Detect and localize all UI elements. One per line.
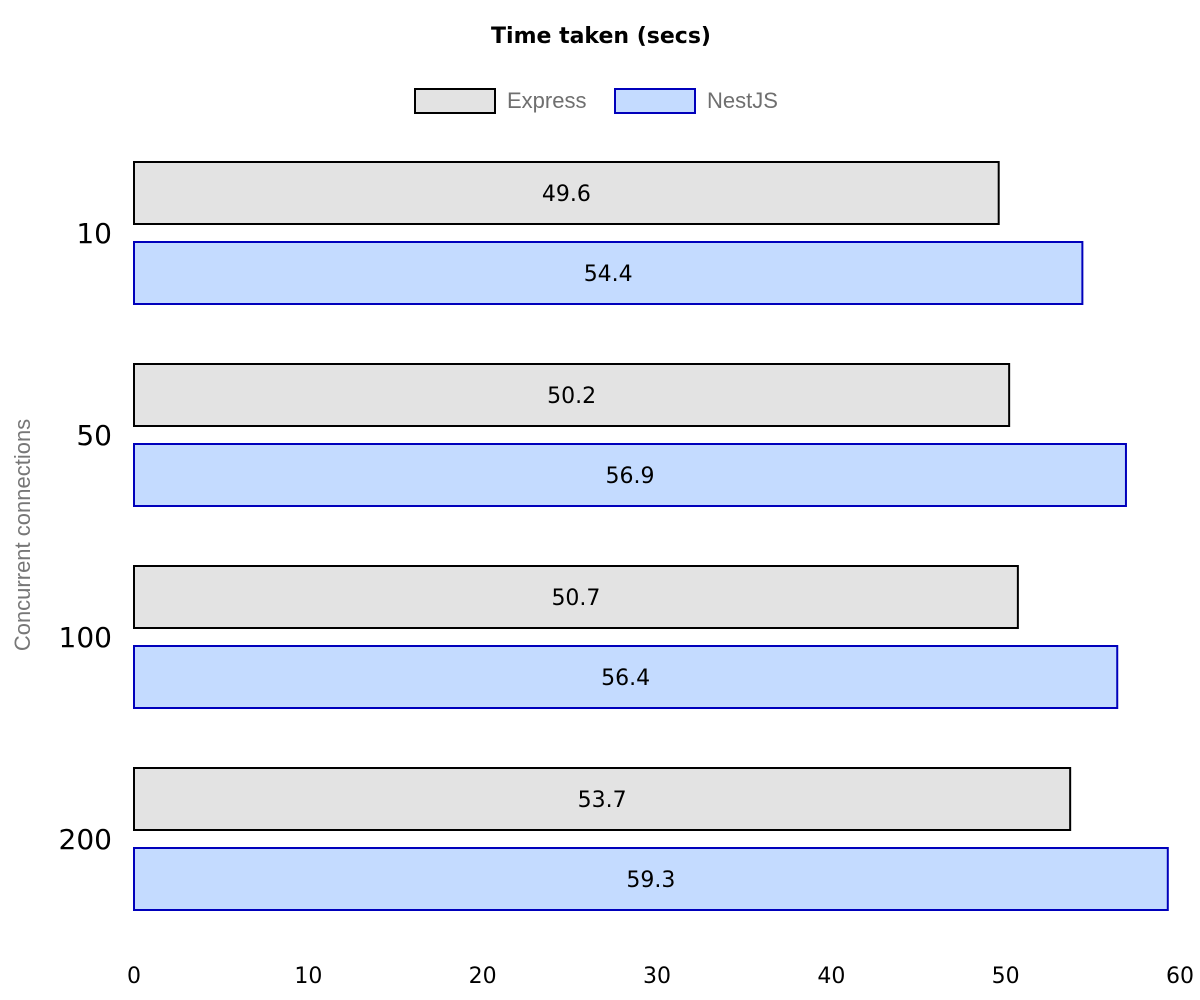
y-tick-label-200: 200 bbox=[59, 823, 112, 856]
x-tick-label-50: 50 bbox=[992, 964, 1020, 989]
bar-nestjs-100 bbox=[133, 645, 1119, 709]
bar-label-nestjs-50: 56.9 bbox=[605, 464, 654, 489]
y-axis-ticks: 10 50 100 200 bbox=[59, 217, 112, 856]
bar-label-nestjs-200: 59.3 bbox=[626, 868, 675, 893]
bar-label-express-10: 49.6 bbox=[542, 182, 591, 207]
bar-label-nestjs-10: 54.4 bbox=[584, 262, 633, 287]
legend-swatch-express bbox=[414, 88, 496, 114]
legend-swatch-nestjs bbox=[614, 88, 696, 114]
bar-label-express-50: 50.2 bbox=[547, 384, 596, 409]
x-tick-label-20: 20 bbox=[469, 964, 497, 989]
bar-group-50: 50.2 56.9 bbox=[133, 363, 1127, 507]
legend-label-nestjs: NestJS bbox=[707, 88, 778, 113]
legend: Express NestJS bbox=[414, 88, 778, 114]
bar-express-50 bbox=[133, 363, 1011, 427]
y-axis-label: Concurrent connections bbox=[10, 419, 35, 651]
x-tick-label-10: 10 bbox=[294, 964, 322, 989]
x-tick-label-60: 60 bbox=[1166, 964, 1194, 989]
x-tick-label-30: 30 bbox=[643, 964, 671, 989]
bar-group-200: 53.7 59.3 bbox=[133, 767, 1169, 911]
bar-nestjs-50 bbox=[133, 443, 1127, 507]
bar-nestjs-10 bbox=[133, 241, 1084, 305]
x-tick-label-0: 0 bbox=[127, 964, 141, 989]
chart-title: Time taken (secs) bbox=[491, 24, 711, 49]
bar-group-10: 49.6 54.4 bbox=[133, 161, 1084, 305]
x-axis-ticks: 0 10 20 30 40 50 60 bbox=[127, 964, 1194, 989]
y-tick-label-50: 50 bbox=[76, 419, 112, 452]
bar-express-200 bbox=[133, 767, 1072, 831]
bar-label-express-100: 50.7 bbox=[551, 586, 600, 611]
y-tick-label-10: 10 bbox=[76, 217, 112, 250]
x-tick-label-40: 40 bbox=[817, 964, 845, 989]
bar-nestjs-200 bbox=[133, 847, 1169, 911]
bar-group-100: 50.7 56.4 bbox=[133, 565, 1119, 709]
bar-express-10 bbox=[133, 161, 1000, 225]
y-tick-label-100: 100 bbox=[59, 621, 112, 654]
legend-item-express: Express bbox=[414, 88, 586, 114]
bar-label-express-200: 53.7 bbox=[578, 788, 627, 813]
legend-label-express: Express bbox=[507, 88, 586, 113]
bars: 49.6 54.4 50.2 56.9 50.7 56.4 53.7 59.3 bbox=[133, 161, 1169, 911]
bar-express-100 bbox=[133, 565, 1019, 629]
legend-item-nestjs: NestJS bbox=[614, 88, 778, 114]
bar-label-nestjs-100: 56.4 bbox=[601, 666, 650, 691]
